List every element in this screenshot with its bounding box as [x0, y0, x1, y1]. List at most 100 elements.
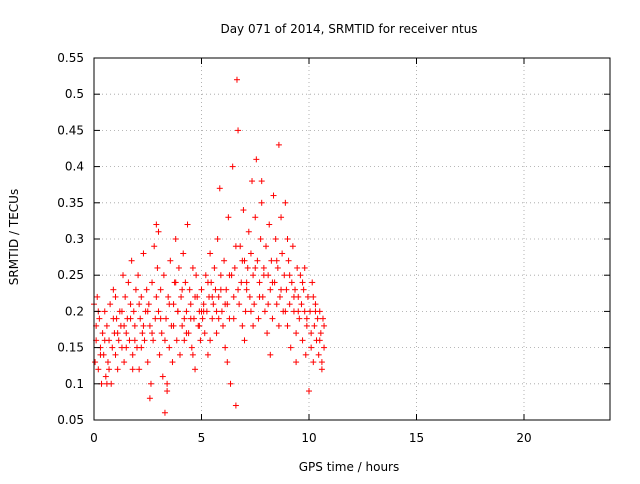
data-point	[132, 286, 139, 293]
data-point	[229, 163, 236, 170]
data-point	[222, 344, 229, 351]
y-axis-label: SRMTID / TECUs	[7, 189, 21, 285]
data-point	[120, 272, 127, 279]
y-tick-label: 0.3	[65, 232, 84, 246]
data-point	[123, 344, 130, 351]
data-point	[246, 293, 253, 300]
x-tick-label: 5	[198, 431, 206, 445]
data-point	[121, 322, 128, 329]
y-tick-label: 0.15	[57, 341, 84, 355]
data-point	[144, 359, 151, 366]
data-point	[192, 293, 199, 300]
data-point	[215, 293, 222, 300]
data-point	[174, 308, 181, 315]
data-point	[186, 286, 193, 293]
data-point	[217, 286, 224, 293]
y-tick-label: 0.35	[57, 196, 84, 210]
data-point	[217, 272, 224, 279]
data-point	[114, 366, 121, 373]
data-point	[97, 351, 104, 358]
data-point	[281, 272, 288, 279]
data-point	[180, 250, 187, 257]
data-point	[169, 359, 176, 366]
data-point	[312, 301, 319, 308]
data-point	[253, 156, 260, 163]
data-point	[261, 308, 268, 315]
data-point	[153, 221, 160, 228]
y-tick-label: 0.5	[65, 87, 84, 101]
data-point	[222, 301, 229, 308]
data-point	[154, 264, 161, 271]
data-point	[318, 359, 325, 366]
data-point	[256, 293, 263, 300]
data-point	[260, 264, 267, 271]
plot-frame	[93, 57, 611, 421]
data-point	[112, 293, 119, 300]
data-point	[184, 221, 191, 228]
data-point	[99, 330, 106, 337]
data-point	[187, 301, 194, 308]
data-point	[238, 279, 245, 286]
y-tick-label: 0.4	[65, 160, 84, 174]
data-point	[273, 301, 280, 308]
data-point	[278, 214, 285, 221]
data-point	[200, 301, 207, 308]
data-point	[102, 373, 109, 380]
data-point	[163, 315, 170, 322]
data-point	[130, 308, 137, 315]
data-point	[165, 293, 172, 300]
data-point	[294, 264, 301, 271]
data-point	[272, 236, 279, 242]
data-point	[286, 272, 293, 279]
data-point	[295, 308, 302, 315]
data-point	[158, 330, 165, 337]
data-point	[123, 330, 130, 337]
data-point	[279, 250, 286, 257]
x-tick-label: 20	[516, 431, 531, 445]
data-point	[269, 315, 276, 322]
data-point	[181, 315, 188, 322]
data-point	[115, 337, 122, 344]
data-point	[244, 264, 251, 271]
data-point	[310, 293, 317, 300]
data-point	[308, 344, 315, 351]
y-tick-label: 0.45	[57, 123, 84, 137]
grid	[94, 58, 610, 420]
data-point	[232, 243, 239, 250]
data-point	[283, 286, 290, 293]
data-point	[223, 286, 230, 293]
data-point	[204, 279, 211, 286]
data-point	[267, 351, 274, 358]
data-point	[274, 264, 281, 271]
data-point	[258, 199, 265, 206]
data-point	[257, 236, 264, 242]
data-point	[146, 322, 153, 329]
data-point	[230, 293, 237, 300]
data-point	[232, 402, 239, 409]
data-point	[321, 344, 328, 351]
data-point	[250, 322, 257, 329]
data-point	[178, 293, 185, 300]
data-point	[315, 351, 322, 358]
data-point	[139, 330, 146, 337]
data-point	[242, 308, 249, 315]
data-point	[103, 380, 110, 387]
x-axis-label: GPS time / hours	[299, 460, 400, 474]
data-point	[282, 308, 289, 315]
data-point	[289, 243, 296, 250]
data-point	[181, 337, 188, 344]
data-point	[311, 322, 318, 329]
data-point	[193, 272, 200, 279]
data-point	[290, 293, 297, 300]
data-point	[183, 330, 190, 337]
data-point	[255, 315, 262, 322]
data-point	[118, 308, 125, 315]
data-point	[167, 257, 174, 264]
data-point	[153, 293, 160, 300]
data-point	[129, 366, 136, 373]
data-point	[207, 250, 214, 257]
data-point	[146, 395, 153, 402]
data-point	[207, 337, 214, 344]
y-tick-label: 0.05	[57, 413, 84, 427]
data-point	[101, 308, 108, 315]
